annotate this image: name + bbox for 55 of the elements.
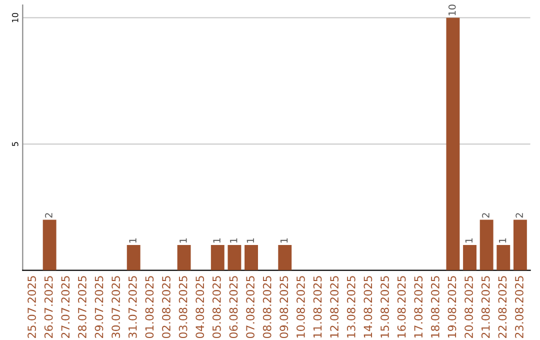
data-label: 1 bbox=[246, 238, 254, 243]
x-tick-label: 21.08.2025 bbox=[481, 276, 490, 338]
x-tick-label: 25.07.2025 bbox=[28, 276, 36, 338]
bar bbox=[228, 245, 242, 270]
x-tick-label: 29.07.2025 bbox=[94, 276, 104, 338]
x-tick-label: 05.08.2025 bbox=[212, 276, 221, 338]
data-label: 1 bbox=[213, 238, 220, 243]
x-tick-label: 13.08.2025 bbox=[346, 276, 356, 338]
data-label: 10 bbox=[448, 4, 456, 16]
y-tick-label: 5 bbox=[12, 142, 18, 146]
data-label: 2 bbox=[482, 213, 490, 218]
data-label: 1 bbox=[129, 238, 136, 243]
x-tick-label: 28.07.2025 bbox=[78, 276, 86, 338]
x-tick-label: 04.08.2025 bbox=[196, 276, 204, 338]
x-tick-label: 11.08.2025 bbox=[313, 276, 322, 338]
x-tick-label: 16.08.2025 bbox=[397, 276, 406, 338]
x-tick-label: 06.08.2025 bbox=[229, 276, 238, 338]
bar bbox=[126, 245, 140, 270]
data-label: 1 bbox=[498, 238, 506, 243]
bar bbox=[244, 245, 258, 270]
x-tick-label: 08.08.2025 bbox=[262, 276, 272, 338]
data-label: 1 bbox=[230, 238, 238, 243]
bar bbox=[446, 18, 460, 270]
data-label: 1 bbox=[465, 238, 472, 243]
x-tick-label: 02.08.2025 bbox=[162, 276, 170, 338]
x-tick-label: 31.07.2025 bbox=[128, 276, 137, 338]
bar bbox=[480, 220, 494, 270]
x-tick-label: 19.08.2025 bbox=[448, 276, 456, 338]
data-label: 1 bbox=[280, 238, 288, 243]
bar bbox=[463, 245, 476, 270]
bar bbox=[278, 245, 292, 270]
data-label: 2 bbox=[516, 213, 523, 218]
bar bbox=[42, 220, 56, 270]
x-tick-label: 30.07.2025 bbox=[112, 276, 120, 338]
x-tick-label: 07.08.2025 bbox=[246, 276, 254, 338]
bar bbox=[210, 245, 224, 270]
x-tick-label: 17.08.2025 bbox=[414, 276, 423, 338]
x-tick-label: 18.08.2025 bbox=[430, 276, 440, 338]
bar bbox=[496, 245, 510, 270]
x-tick-label: 14.08.2025 bbox=[364, 276, 372, 338]
x-tick-label: 15.08.2025 bbox=[380, 276, 389, 338]
x-tick-label: 27.07.2025 bbox=[61, 276, 70, 338]
x-tick-label: 09.08.2025 bbox=[280, 276, 288, 338]
x-tick-label: 10.08.2025 bbox=[296, 276, 305, 338]
x-tick-label: 20.08.2025 bbox=[464, 276, 473, 338]
bar bbox=[177, 245, 191, 270]
x-tick-label: 03.08.2025 bbox=[178, 276, 188, 338]
x-tick-label: 12.08.2025 bbox=[330, 276, 339, 338]
x-tick-label: 22.08.2025 bbox=[498, 276, 507, 338]
data-label: 2 bbox=[45, 213, 52, 218]
data-label: 1 bbox=[180, 238, 187, 243]
x-tick-label: 23.08.2025 bbox=[515, 276, 524, 338]
bar bbox=[513, 220, 527, 270]
x-tick-label: 01.08.2025 bbox=[145, 276, 154, 338]
x-tick-label: 26.07.2025 bbox=[44, 276, 53, 338]
